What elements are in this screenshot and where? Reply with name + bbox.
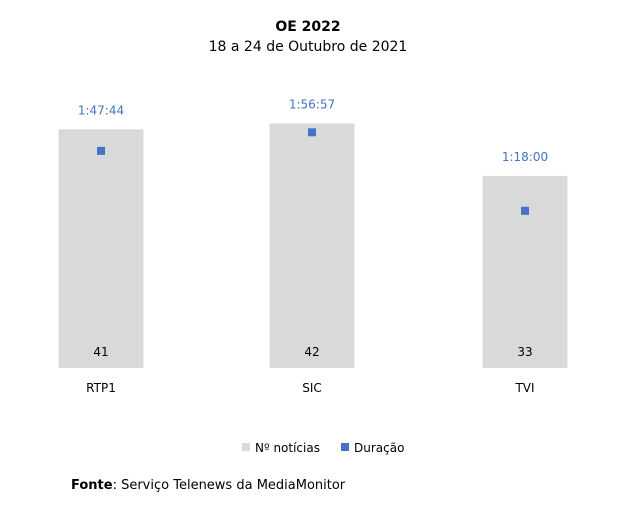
legend-label-noticias: Nº notícias bbox=[255, 441, 320, 455]
category-label-sic: SIC bbox=[302, 381, 322, 395]
duration-label-rtp1: 1:47:44 bbox=[78, 103, 124, 117]
legend-label-duracao: Duração bbox=[354, 441, 404, 455]
legend: Nº notícias Duração bbox=[242, 441, 404, 455]
legend-swatch-duracao bbox=[341, 443, 349, 451]
source-note: Fonte: Serviço Telenews da MediaMonitor bbox=[71, 478, 345, 493]
duration-label-tvi: 1:18:00 bbox=[502, 150, 548, 164]
duration-marker-sic bbox=[308, 128, 316, 137]
category-label-tvi: TVI bbox=[514, 381, 534, 395]
legend-swatch-noticias bbox=[242, 443, 250, 451]
category-label-rtp1: RTP1 bbox=[86, 381, 116, 395]
bar-value-label-rtp1: 41 bbox=[93, 345, 108, 359]
source-text: : Serviço Telenews da MediaMonitor bbox=[112, 478, 346, 493]
chart-title: OE 2022 bbox=[275, 19, 340, 35]
source-label: Fonte bbox=[71, 478, 113, 493]
bar-tvi bbox=[482, 175, 568, 368]
duration-label-sic: 1:56:57 bbox=[289, 97, 335, 111]
bar-value-label-tvi: 33 bbox=[517, 345, 532, 359]
bar-rtp1 bbox=[58, 129, 144, 368]
chart-subtitle: 18 a 24 de Outubro de 2021 bbox=[209, 39, 408, 55]
duration-marker-tvi bbox=[521, 206, 529, 215]
duration-marker-rtp1 bbox=[97, 146, 105, 155]
bar-value-label-sic: 42 bbox=[304, 345, 319, 359]
bar-sic bbox=[269, 123, 355, 368]
